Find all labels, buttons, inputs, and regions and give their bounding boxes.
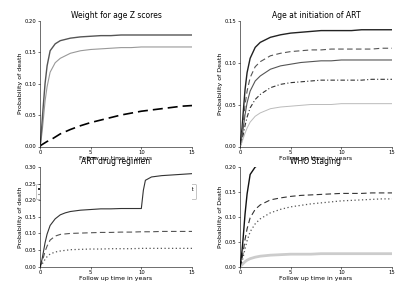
Y-axis label: Probability of Death: Probability of Death (218, 52, 223, 115)
X-axis label: Follow up time in years: Follow up time in years (80, 156, 152, 161)
X-axis label: Follow up time in years: Follow up time in years (280, 156, 352, 161)
X-axis label: Follow up time in years: Follow up time in years (80, 277, 152, 282)
Legend: Normal weight for age, Moderately under weight, Severely under weight: Normal weight for age, Moderately under … (36, 184, 196, 200)
Title: Weight for age Z scores: Weight for age Z scores (70, 11, 162, 20)
Legend: Birth - 1 year, 1 year - 2 years, 3 years - 5 years, 6 years - 9 years, 10 years: Birth - 1 year, 1 year - 2 years, 3 year… (252, 184, 380, 205)
Y-axis label: Probability of Death: Probability of Death (218, 186, 223, 248)
Title: Age at initiation of ART: Age at initiation of ART (272, 11, 360, 20)
Y-axis label: Probability of death: Probability of death (18, 186, 23, 248)
X-axis label: Follow up time in years: Follow up time in years (280, 277, 352, 282)
Title: WHO Staging: WHO Staging (290, 157, 342, 166)
Y-axis label: Probability of death: Probability of death (18, 53, 23, 114)
Title: ART drug regimen: ART drug regimen (82, 157, 150, 166)
